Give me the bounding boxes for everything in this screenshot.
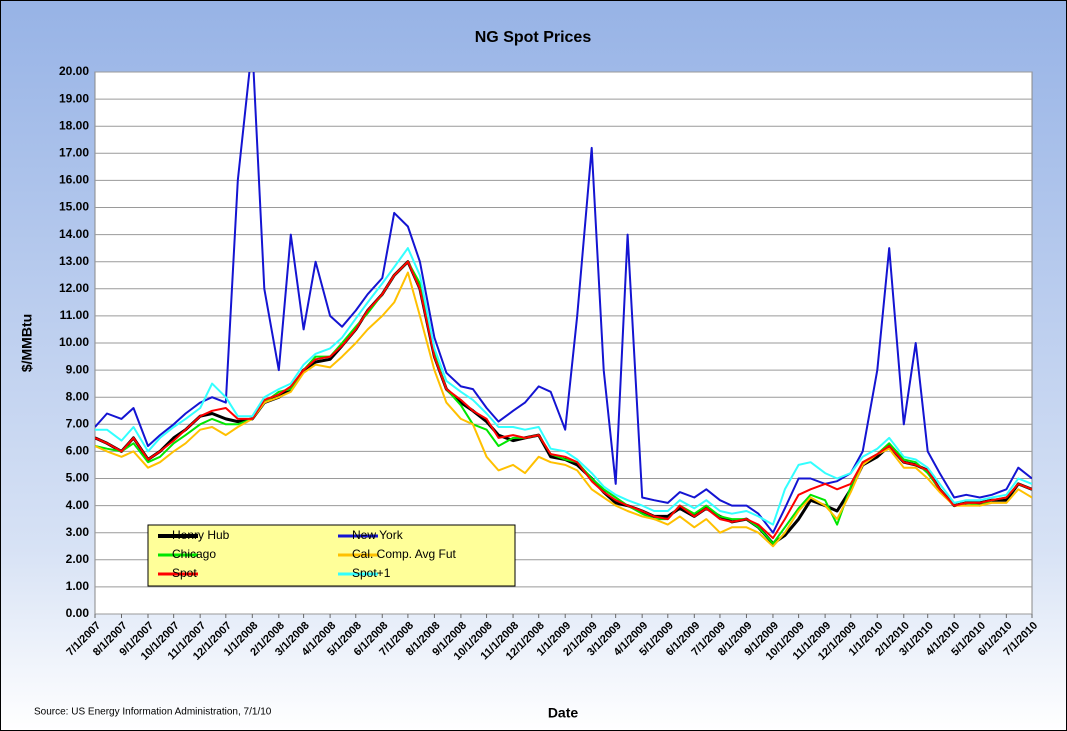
chart-title: NG Spot Prices: [475, 29, 592, 46]
legend-label: Chicago: [172, 547, 216, 561]
source-note: Source: US Energy Information Administra…: [34, 707, 272, 718]
y-tick-label: 16.00: [59, 173, 89, 187]
legend-label: Henry Hub: [172, 528, 230, 542]
series-line: [95, 260, 1032, 540]
y-tick-label: 3.00: [66, 525, 90, 539]
y-tick-label: 7.00: [66, 416, 90, 430]
legend-label: Spot: [172, 566, 197, 580]
series-lines: [95, 72, 1032, 548]
y-tick-label: 12.00: [59, 281, 89, 295]
legend-entries: Henry Hub New York Chicago Cal. Comp. Avg F…: [158, 528, 456, 580]
y-axis-label: $/MMBtu: [19, 314, 35, 372]
legend: [147, 524, 516, 587]
y-tick-label: 20.00: [59, 64, 89, 78]
y-tick-label: 5.00: [66, 471, 90, 485]
y-tick-label: 10.00: [59, 335, 89, 349]
y-tick-label: 9.00: [66, 362, 90, 376]
y-tick-label: 8.00: [66, 389, 90, 403]
y-tick-label: 11.00: [60, 308, 90, 322]
series-line: [95, 247, 1032, 526]
y-tick-label: 1.00: [66, 579, 90, 593]
legend-label: New York: [352, 528, 404, 542]
y-tick-label: 14.00: [59, 227, 89, 241]
y-tick-label: 17.00: [59, 145, 89, 159]
legend-label: Spot+1: [352, 566, 391, 580]
y-tick-label: 19.00: [59, 91, 89, 105]
y-tick-label: 0.00: [66, 606, 90, 620]
grid: [94, 71, 1033, 618]
y-tick-label: 2.00: [66, 552, 90, 566]
y-tick-label: 6.00: [66, 444, 90, 458]
legend-label: Cal. Comp. Avg Fut: [352, 547, 456, 561]
series-line: [95, 72, 1032, 534]
y-tick-label: 18.00: [59, 118, 89, 132]
y-tick-label: 15.00: [59, 200, 89, 214]
y-tick-label: 13.00: [59, 254, 89, 268]
y-tick-label: 4.00: [66, 498, 90, 512]
x-axis-label: Date: [548, 705, 579, 721]
